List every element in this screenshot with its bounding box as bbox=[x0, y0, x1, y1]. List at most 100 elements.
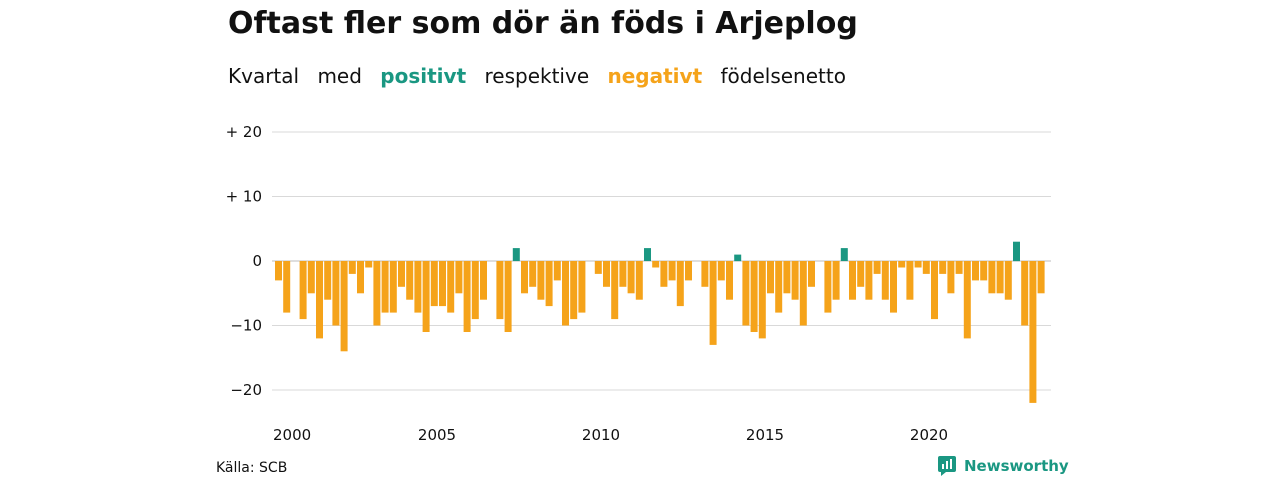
y-tick-label: 0 bbox=[252, 252, 262, 270]
bar-2007-q1 bbox=[504, 261, 512, 332]
subtitle-word-quarter: Kvartal bbox=[228, 64, 300, 88]
bar-2002-q4 bbox=[365, 261, 373, 268]
bar-2022-q3 bbox=[1013, 241, 1020, 262]
brand-logo[interactable]: Newsworthy bbox=[938, 456, 1069, 476]
x-tick-label: 2020 bbox=[910, 426, 948, 444]
bar-2015-q4 bbox=[791, 261, 799, 300]
bar-2004-q1 bbox=[406, 261, 414, 300]
bar-2006-q2 bbox=[480, 261, 487, 300]
bar-2020-q2 bbox=[939, 261, 947, 274]
brand-name: Newsworthy bbox=[964, 457, 1069, 475]
y-tick-label: −20 bbox=[230, 381, 262, 399]
bar-2002-q1 bbox=[340, 261, 348, 352]
bar-2014-q4 bbox=[758, 261, 766, 339]
subtitle-word-respectively: respektive bbox=[484, 64, 590, 88]
bar-2007-q3 bbox=[521, 261, 528, 294]
bar-2003-q4 bbox=[398, 261, 405, 287]
bar-2022-q2 bbox=[1004, 261, 1012, 300]
bar-2007-q2 bbox=[512, 248, 520, 261]
x-axis-labels: 2000 2005 2010 2015 2020 bbox=[273, 426, 948, 444]
bar-2014-q1 bbox=[734, 254, 742, 262]
source-note: Källa: SCB bbox=[216, 460, 288, 476]
bar-2002-q2 bbox=[348, 261, 356, 274]
bar-2006-q4 bbox=[496, 261, 504, 320]
subtitle-positive: positivt bbox=[380, 64, 467, 88]
subtitle-word-with: med bbox=[317, 64, 362, 88]
bar-2000-q1 bbox=[275, 261, 282, 281]
x-tick-label: 2005 bbox=[418, 426, 456, 444]
bar-2016-q1 bbox=[799, 261, 807, 326]
bar-2013-q2 bbox=[709, 261, 717, 345]
bar-2019-q3 bbox=[914, 261, 922, 268]
bar-2008-q1 bbox=[537, 261, 545, 300]
bar-2003-q3 bbox=[389, 261, 397, 313]
bar-2023-q1 bbox=[1029, 261, 1037, 403]
bar-2005-q1 bbox=[439, 261, 446, 307]
bar-2000-q4 bbox=[299, 261, 307, 320]
bar-2005-q3 bbox=[455, 261, 463, 294]
bar-2018-q2 bbox=[873, 261, 881, 274]
bar-2021-q4 bbox=[988, 261, 996, 294]
bar-2022-q1 bbox=[996, 261, 1004, 294]
bar-2010-q4 bbox=[627, 261, 635, 294]
bar-2003-q1 bbox=[373, 261, 381, 326]
x-tick-label: 2000 bbox=[273, 426, 311, 444]
bar-2014-q3 bbox=[750, 261, 758, 332]
bar-2008-q4 bbox=[562, 261, 569, 326]
bar-2017-q2 bbox=[840, 248, 848, 261]
bar-2015-q3 bbox=[783, 261, 791, 294]
y-tick-label: + 10 bbox=[226, 188, 262, 206]
bar-2020-q4 bbox=[955, 261, 963, 274]
bar-2016-q4 bbox=[824, 261, 832, 313]
bar-2012-q2 bbox=[676, 261, 684, 307]
bar-2001-q4 bbox=[332, 261, 340, 326]
bar-2005-q2 bbox=[447, 261, 455, 313]
x-tick-label: 2015 bbox=[746, 426, 784, 444]
bar-2021-q3 bbox=[980, 261, 988, 281]
bar-2000-q2 bbox=[283, 261, 291, 313]
x-tick-label: 2010 bbox=[582, 426, 620, 444]
bar-2018-q1 bbox=[865, 261, 873, 300]
bar-2021-q2 bbox=[972, 261, 979, 281]
bar-2004-q4 bbox=[430, 261, 438, 307]
bars bbox=[275, 241, 1045, 403]
bar-2022-q4 bbox=[1021, 261, 1029, 326]
bar-2005-q4 bbox=[463, 261, 471, 332]
bar-2010-q1 bbox=[603, 261, 610, 287]
bar-2011-q3 bbox=[652, 261, 660, 268]
bar-2008-q3 bbox=[553, 261, 561, 281]
bar-2008-q2 bbox=[545, 261, 553, 307]
bar-2020-q3 bbox=[947, 261, 955, 294]
bar-2003-q2 bbox=[381, 261, 389, 313]
bar-2021-q1 bbox=[963, 261, 971, 339]
bar-2017-q3 bbox=[849, 261, 856, 300]
bar-2011-q1 bbox=[635, 261, 643, 300]
bar-2015-q1 bbox=[767, 261, 774, 294]
bar-2011-q2 bbox=[644, 248, 651, 261]
bar-2012-q1 bbox=[668, 261, 676, 281]
chart-subtitle: Kvartal med positivt respektive negativt… bbox=[228, 64, 858, 88]
y-tick-label: −10 bbox=[230, 317, 262, 335]
bar-2015-q2 bbox=[775, 261, 783, 313]
bar-2011-q4 bbox=[660, 261, 668, 287]
bar-2019-q1 bbox=[898, 261, 906, 268]
bar-2001-q2 bbox=[316, 261, 323, 339]
bar-2018-q3 bbox=[881, 261, 889, 300]
bar-2012-q3 bbox=[685, 261, 692, 281]
bar-2020-q1 bbox=[931, 261, 938, 320]
bar-2009-q4 bbox=[594, 261, 602, 274]
bar-2019-q4 bbox=[922, 261, 930, 274]
bar-2013-q4 bbox=[726, 261, 733, 300]
bar-2013-q3 bbox=[717, 261, 725, 281]
bar-2018-q4 bbox=[890, 261, 897, 313]
y-tick-label: + 20 bbox=[226, 123, 262, 141]
bar-2013-q1 bbox=[701, 261, 709, 287]
newsworthy-logo-icon bbox=[938, 456, 956, 476]
bar-2009-q2 bbox=[578, 261, 586, 313]
bar-2006-q1 bbox=[471, 261, 479, 320]
bar-2004-q2 bbox=[414, 261, 422, 313]
bar-2016-q2 bbox=[808, 261, 815, 287]
bar-2009-q1 bbox=[570, 261, 578, 320]
chart-title: Oftast fler som dör än föds i Arjeplog bbox=[228, 6, 858, 41]
